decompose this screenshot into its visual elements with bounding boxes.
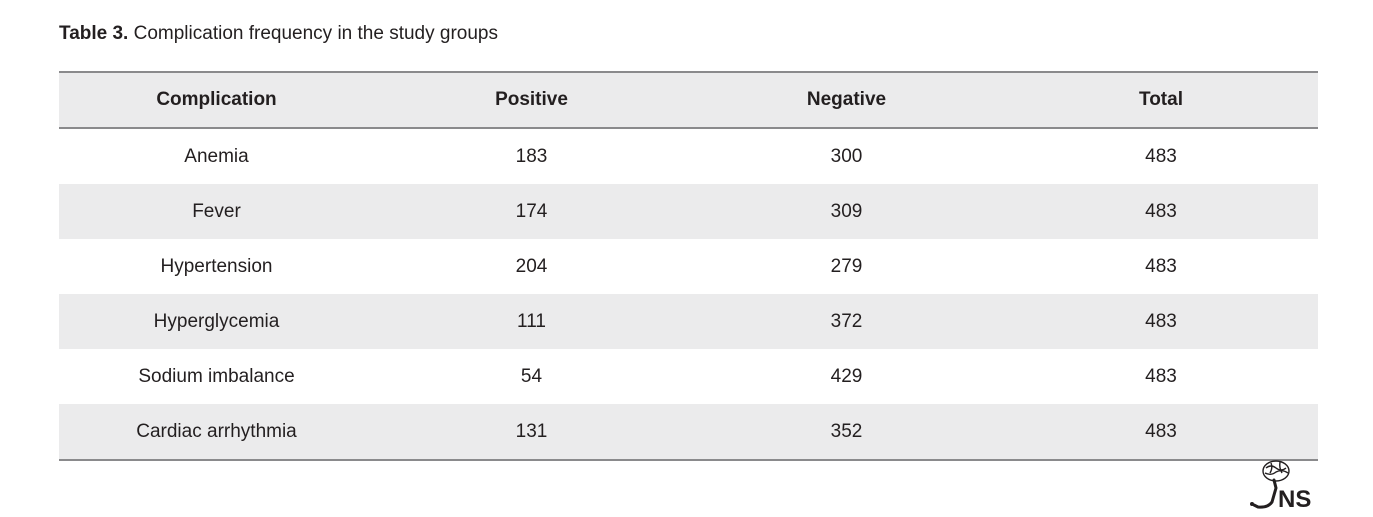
table-row: Cardiac arrhythmia 131 352 483 <box>59 404 1318 461</box>
jns-journal-logo-icon: NS <box>1246 458 1322 513</box>
cell-complication: Fever <box>192 200 241 222</box>
cell-negative: 300 <box>830 145 863 167</box>
cell-total: 483 <box>1145 310 1177 332</box>
cell-total: 483 <box>1004 404 1318 461</box>
cell-negative: 372 <box>830 310 863 332</box>
header-complication: Complication <box>59 71 374 129</box>
cell-positive: 204 <box>515 255 548 277</box>
cell-total: 483 <box>1145 145 1177 167</box>
table-row: Anemia 183 300 483 <box>59 128 1318 184</box>
cell-complication: Hypertension <box>160 255 273 277</box>
cell-positive: 174 <box>515 200 548 222</box>
cell-complication: Hyperglycemia <box>153 310 280 332</box>
table-row: Hyperglycemia 111 372 483 <box>59 294 1318 349</box>
cell-total: 483 <box>1145 255 1177 277</box>
header-row: Complication Positive Negative Total <box>59 71 1318 129</box>
header-positive: Positive <box>374 71 689 129</box>
complication-frequency-table: Complication Positive Negative Total Ane… <box>59 71 1318 461</box>
cell-negative: 309 <box>830 200 863 222</box>
cell-complication: Sodium imbalance <box>138 365 295 387</box>
table-body: Anemia 183 300 483 Fever 174 309 483 Hyp… <box>59 128 1318 461</box>
table-row: Sodium imbalance 54 429 483 <box>59 349 1318 404</box>
cell-total: 483 <box>1145 365 1177 387</box>
cell-positive: 54 <box>520 365 543 387</box>
cell-complication: Cardiac arrhythmia <box>59 404 374 461</box>
cell-total: 483 <box>1145 200 1177 222</box>
header-negative: Negative <box>689 71 1004 129</box>
cell-negative: 429 <box>830 365 863 387</box>
header-total: Total <box>1004 71 1318 129</box>
table-row: Fever 174 309 483 <box>59 184 1318 239</box>
cell-negative: 279 <box>830 255 863 277</box>
table-caption: Table 3. Complication frequency in the s… <box>59 22 498 46</box>
table-row: Hypertension 204 279 483 <box>59 239 1318 294</box>
cell-positive: 183 <box>515 145 548 167</box>
table-caption-label: Table 3. <box>59 23 129 44</box>
cell-positive: 131 <box>374 404 689 461</box>
logo-text: NS <box>1278 486 1311 512</box>
table-caption-text: Complication frequency in the study grou… <box>128 23 498 44</box>
cell-negative: 352 <box>689 404 1004 461</box>
cell-positive: 111 <box>517 310 546 332</box>
table-header: Complication Positive Negative Total <box>59 71 1318 129</box>
cell-complication: Anemia <box>184 145 249 167</box>
